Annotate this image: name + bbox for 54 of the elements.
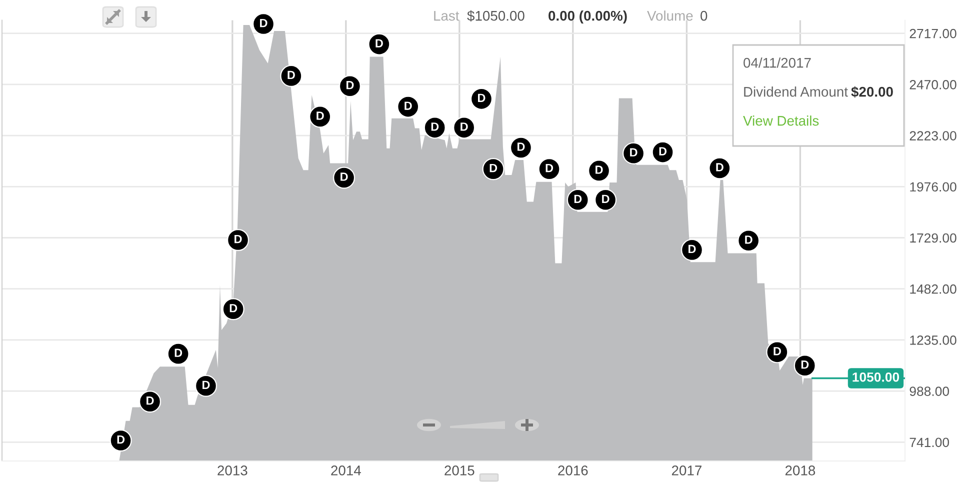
annotation: D [316, 112, 324, 120]
annotation: D [288, 70, 295, 80]
x-tick-label: 2013 [218, 466, 248, 476]
annotation: 0.00 (0.00%) [548, 10, 627, 24]
annotation: 04/11/2017 [744, 58, 811, 68]
y-tick-label: 2470.00 [910, 80, 956, 90]
annotation: D [630, 148, 638, 156]
ref-line-label: 1050.00 [852, 372, 900, 382]
annotation: $20.00 [851, 86, 893, 98]
annotation: D [174, 348, 182, 357]
annotation: D [546, 164, 554, 172]
x-tick-label: 2015 [444, 466, 474, 476]
annotation: D [574, 194, 582, 203]
annotation: D [431, 122, 439, 131]
y-tick-label: 988.00 [910, 386, 950, 396]
annotation: D [460, 122, 468, 131]
y-tick-label: 741.00 [910, 438, 950, 448]
annotation: D [745, 236, 752, 244]
annotation: D [518, 142, 525, 151]
y-tick-label: 1235.00 [910, 336, 956, 345]
annotation: D [490, 164, 498, 172]
y-tick-label: 1976.00 [910, 182, 956, 192]
annotation: D [774, 347, 781, 356]
annotation: D [346, 81, 354, 90]
annotation: D [117, 435, 125, 444]
annotation: D [234, 234, 242, 244]
annotation: D [230, 304, 238, 312]
annotation: 0 [700, 10, 708, 21]
annotation: D [478, 94, 486, 102]
annotation: D [260, 18, 268, 28]
y-tick-label: 1482.00 [910, 284, 956, 294]
x-tick-label: 2017 [672, 466, 702, 476]
x-tick-label: 2014 [331, 466, 361, 476]
y-tick-label: 2717.00 [910, 28, 956, 38]
annotation: Dividend Amount [744, 86, 848, 97]
annotation: D [146, 396, 154, 405]
annotation: D [376, 39, 383, 48]
x-tick-label: 2018 [785, 466, 816, 476]
annotation: D [340, 172, 348, 181]
y-tick-label: 1729.00 [910, 233, 956, 243]
annotation: D [202, 380, 210, 389]
annotation: View Details [743, 116, 819, 126]
x-tick-label: 2016 [558, 466, 588, 476]
annotation: D [688, 244, 696, 254]
annotation: $1050.00 [467, 10, 524, 22]
annotation: D [596, 166, 603, 174]
annotation: Volume [647, 10, 693, 21]
annotation: D [602, 194, 610, 203]
annotation: D [404, 102, 412, 110]
annotation: D [659, 147, 667, 156]
y-tick-label: 2223.00 [910, 131, 956, 140]
annotation: Last [434, 11, 460, 21]
annotation: D [716, 163, 724, 172]
annotation: D [801, 360, 809, 369]
